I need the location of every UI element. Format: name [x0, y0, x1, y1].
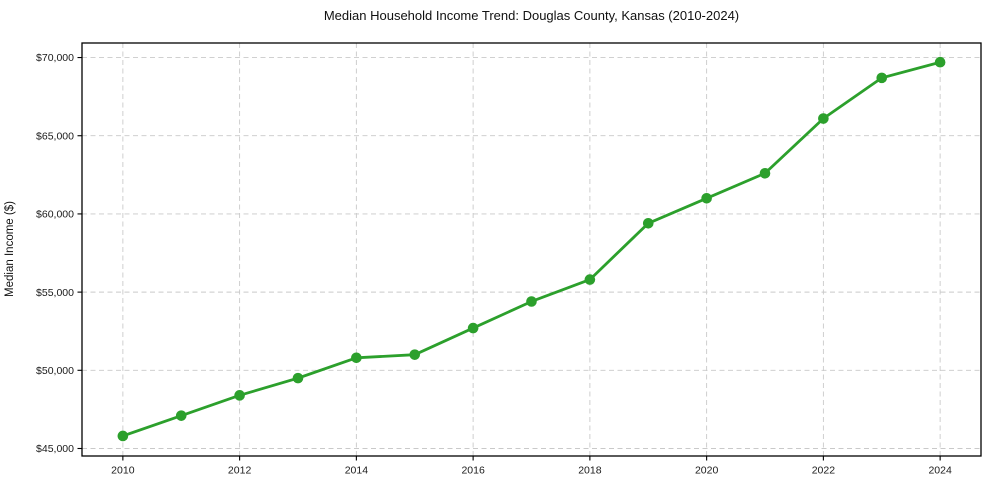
y-tick-label: $60,000	[36, 209, 74, 221]
data-point-2011	[175, 410, 187, 421]
data-point-2012	[234, 390, 245, 401]
x-tick-label: 2014	[345, 465, 369, 477]
data-point-2013	[292, 372, 304, 384]
data-point-2020	[701, 192, 712, 204]
data-point-2022	[818, 113, 829, 124]
data-point-2017	[526, 296, 537, 307]
income-trend-line	[121, 60, 942, 438]
y-tick-label: $45,000	[36, 443, 74, 455]
y-tick-label: $70,000	[36, 52, 74, 64]
x-tick-label: 2012	[228, 465, 252, 477]
x-tick-label: 2010	[111, 465, 135, 477]
data-point-2021	[759, 167, 771, 179]
plot-border	[81, 42, 982, 457]
y-tick-label: $50,000	[36, 365, 74, 377]
x-tick-label: 2022	[812, 465, 836, 477]
data-point-2016	[467, 322, 479, 334]
x-tick-label: 2024	[928, 465, 952, 477]
x-tick-label: 2016	[461, 465, 485, 477]
data-point-2015	[409, 349, 421, 360]
x-tick-label: 2020	[695, 465, 719, 477]
data-point-2023	[876, 72, 888, 84]
data-point-2018	[584, 274, 596, 285]
y-tick-label: $55,000	[36, 287, 74, 299]
y-tick-label: $65,000	[36, 130, 74, 142]
data-point-2014	[351, 352, 362, 364]
chart-title: Median Household Income Trend: Douglas C…	[323, 8, 740, 23]
data-point-2019	[642, 218, 654, 229]
x-tick-label: 2018	[578, 465, 602, 477]
data-point-2010	[117, 430, 129, 442]
data-point-2024	[934, 56, 946, 68]
